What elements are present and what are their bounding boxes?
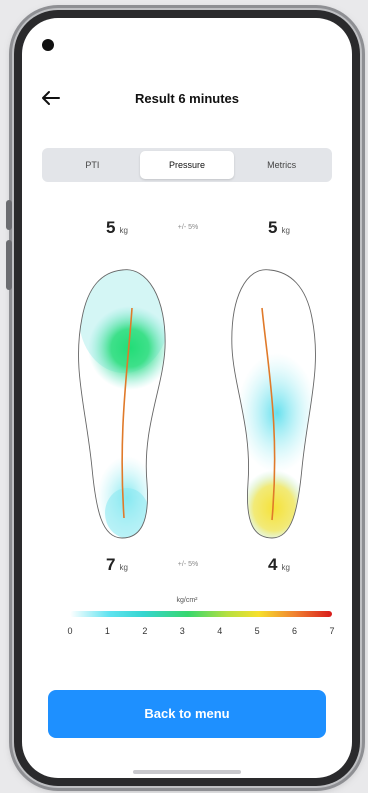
top-tolerance: +/- 5% <box>177 224 199 231</box>
bottom-tolerance: +/- 5% <box>177 561 199 568</box>
foot-pressure-map <box>78 269 316 539</box>
right-bottom-weight-value: 4 <box>268 555 278 574</box>
right-bottom-weight-unit: kg <box>281 563 290 572</box>
tab-metrics[interactable]: Metrics <box>267 160 297 170</box>
left-bottom-weight-unit: kg <box>119 563 128 572</box>
scale-tick: 4 <box>217 626 223 636</box>
tab-bar: PTI Pressure Metrics <box>42 148 332 182</box>
right-foot-bottom-weight: 4 kg <box>268 555 290 575</box>
left-foot-heatmap <box>78 269 166 538</box>
scale-tick: 2 <box>142 626 148 636</box>
left-top-weight-value: 5 <box>106 218 116 237</box>
page-title: Result 6 minutes <box>134 91 240 106</box>
back-to-menu-button[interactable]: Back to menu <box>48 690 326 738</box>
scale-ticks: 0 1 2 3 4 5 6 7 <box>67 626 335 638</box>
left-foot-bottom-weight: 7 kg <box>106 555 128 575</box>
right-foot-top-weight: 5 kg <box>268 218 290 238</box>
scale-unit-label: kg/cm² <box>176 597 198 604</box>
left-bottom-weight-value: 7 <box>106 555 116 574</box>
pressure-color-scale <box>70 611 332 617</box>
right-foot-outline <box>231 269 316 539</box>
left-foot-top-weight: 5 kg <box>106 218 128 238</box>
tab-pti[interactable]: PTI <box>85 160 100 170</box>
right-foot-trajectory <box>261 307 276 521</box>
scale-tick: 5 <box>254 626 260 636</box>
scale-tick: 3 <box>179 626 185 636</box>
volume-button <box>6 200 12 230</box>
right-top-weight-unit: kg <box>281 226 290 235</box>
left-foot-outline <box>78 269 166 539</box>
tab-pressure[interactable]: Pressure <box>139 151 235 179</box>
power-button <box>6 240 12 290</box>
left-top-weight-unit: kg <box>119 226 128 235</box>
left-foot-trajectory <box>121 307 133 519</box>
home-indicator[interactable] <box>133 770 241 774</box>
scale-tick: 1 <box>104 626 110 636</box>
scale-tick: 6 <box>292 626 298 636</box>
scale-tick: 7 <box>329 626 335 636</box>
right-top-weight-value: 5 <box>268 218 278 237</box>
scale-tick: 0 <box>67 626 73 636</box>
front-camera <box>42 39 54 51</box>
back-arrow-icon[interactable] <box>39 88 61 108</box>
